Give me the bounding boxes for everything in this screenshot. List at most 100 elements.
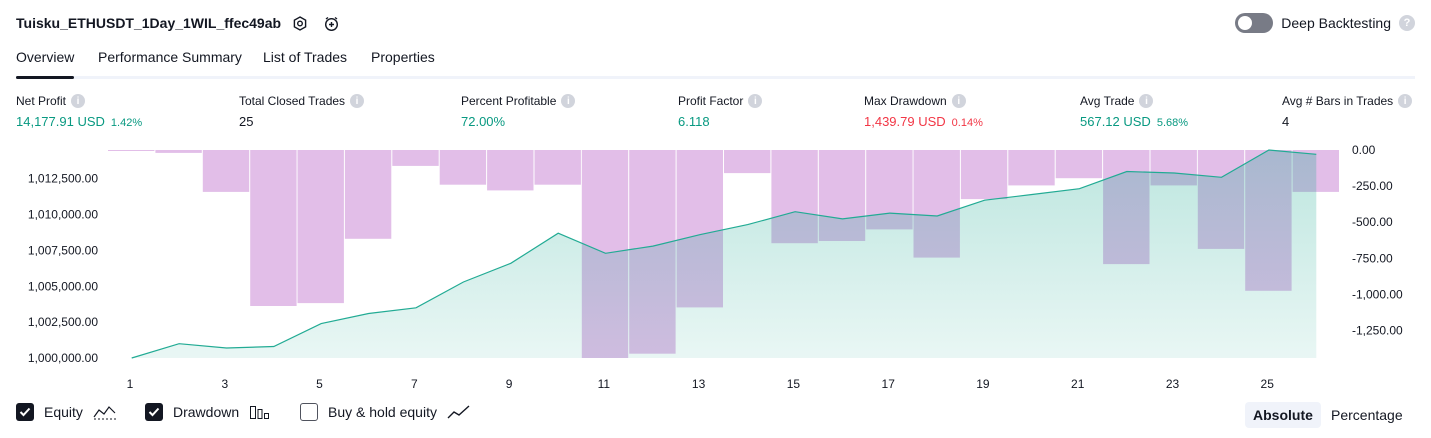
x-axis-tick-label: 19	[976, 377, 990, 391]
left-axis-tick-label: 1,012,500.00	[28, 172, 98, 186]
legend-equity[interactable]: Equity	[16, 403, 117, 421]
right-axis-tick-label: -250.00	[1352, 179, 1393, 193]
drawdown-bar	[1055, 150, 1103, 179]
metric-net-profit: Net Profit i 14,177.91 USD 1.42%	[16, 94, 142, 129]
x-axis-tick-label: 13	[692, 377, 706, 391]
drawdown-bar	[392, 150, 439, 166]
metric-value: 567.12 USD	[1080, 114, 1151, 129]
x-axis-tick-label: 3	[221, 377, 228, 391]
drawdown-bar	[250, 150, 297, 306]
buy-hold-checkbox[interactable]	[300, 403, 318, 421]
strategy-title: Tuisku_ETHUSDT_1Day_1WIL_ffec49ab	[16, 15, 282, 31]
info-icon[interactable]: i	[951, 94, 966, 108]
equity-checkbox[interactable]	[16, 403, 34, 421]
percentage-button[interactable]: Percentage	[1331, 407, 1403, 423]
metric-avg-bars: Avg # Bars in Trades i 4	[1282, 94, 1413, 129]
info-icon[interactable]: i	[1398, 94, 1413, 108]
drawdown-bar	[724, 150, 771, 174]
info-icon[interactable]: i	[561, 94, 576, 108]
metric-percent: 0.14%	[951, 117, 983, 129]
absolute-button[interactable]: Absolute	[1245, 402, 1321, 428]
metric-value: 72.00%	[461, 114, 506, 129]
metric-percent: 5.68%	[1156, 117, 1189, 129]
metric-label: Max Drawdown	[864, 94, 947, 108]
info-icon[interactable]: i	[350, 94, 365, 108]
deep-backtesting: Deep Backtesting ?	[1235, 13, 1415, 33]
legend-label: Buy & hold equity	[328, 404, 437, 420]
toggle-knob	[1238, 16, 1253, 30]
right-axis-tick-label: -750.00	[1352, 251, 1393, 265]
gear-icon	[293, 16, 307, 31]
info-icon[interactable]: i	[1139, 94, 1154, 108]
left-axis-tick-label: 1,002,500.00	[28, 315, 98, 329]
drawdown-bar	[487, 150, 534, 191]
left-axis-tick-label: 1,005,000.00	[28, 279, 98, 293]
metric-label: Profit Factor	[678, 94, 744, 108]
drawdown-bar	[155, 150, 202, 153]
tab-bar: Overview Performance Summary List of Tra…	[16, 44, 1415, 79]
drawdown-bar	[439, 150, 487, 185]
x-axis-tick-label: 17	[882, 377, 896, 391]
metric-label: Avg Trade	[1080, 94, 1135, 108]
drawdown-bar	[108, 150, 155, 151]
tab-list-of-trades[interactable]: List of Trades	[263, 49, 348, 65]
right-axis-tick-label: -1,250.00	[1352, 324, 1403, 338]
drawdown-bar	[960, 150, 1008, 200]
metric-value: 14,177.91 USD	[16, 114, 105, 129]
settings-button[interactable]	[288, 12, 312, 36]
left-axis-tick-label: 1,000,000.00	[28, 351, 98, 365]
help-icon[interactable]: ?	[1399, 15, 1415, 31]
metric-percent: 1.42%	[110, 117, 143, 129]
equity-area	[131, 150, 1317, 358]
drawdown-bar	[534, 150, 581, 185]
check-icon	[19, 407, 31, 417]
equity-icon	[93, 406, 116, 420]
legend-label: Equity	[44, 404, 83, 420]
drawdown-bar	[1008, 150, 1055, 186]
info-icon[interactable]: i	[748, 94, 763, 108]
x-axis-tick-label: 1	[127, 377, 134, 391]
x-axis-tick-label: 15	[787, 377, 801, 391]
buy-hold-icon	[447, 405, 470, 419]
x-axis-tick-label: 9	[506, 377, 513, 391]
metric-avg-trade: Avg Trade i 567.12 USD 5.68%	[1080, 94, 1188, 129]
metric-profit-factor: Profit Factor i 6.118	[678, 94, 763, 129]
drawdown-icon	[250, 406, 270, 419]
drawdown-bar	[344, 150, 392, 239]
metric-value: 6.118	[678, 114, 710, 129]
equity-drawdown-chart[interactable]: 1,012,500.00 1,010,000.00 1,007,500.00 1,00…	[0, 140, 1431, 398]
left-axis-tick-label: 1,007,500.00	[28, 243, 98, 257]
legend-label: Drawdown	[173, 404, 240, 420]
x-axis-tick-label: 11	[598, 377, 611, 391]
check-icon	[148, 407, 160, 417]
x-axis-tick-label: 25	[1261, 377, 1275, 391]
metric-value: 25	[239, 114, 254, 129]
metric-label: Avg # Bars in Trades	[1282, 94, 1394, 108]
tab-performance-summary[interactable]: Performance Summary	[98, 49, 242, 65]
drawdown-checkbox[interactable]	[145, 403, 163, 421]
alert-add-icon	[324, 16, 339, 32]
deep-backtesting-toggle[interactable]	[1235, 13, 1274, 33]
report-header: Tuisku_ETHUSDT_1Day_1WIL_ffec49ab Deep B…	[16, 12, 1415, 36]
drawdown-bar	[297, 150, 344, 304]
deep-backtesting-label: Deep Backtesting	[1281, 15, 1391, 31]
metric-label: Percent Profitable	[461, 94, 557, 108]
legend-buy-hold-equity[interactable]: Buy & hold equity	[300, 403, 471, 421]
source-code-button[interactable]	[320, 12, 344, 36]
x-axis-tick-label: 7	[411, 377, 418, 391]
metric-value: 4	[1282, 114, 1290, 129]
metric-max-drawdown: Max Drawdown i 1,439.79 USD 0.14%	[864, 94, 983, 129]
metric-label: Total Closed Trades	[239, 94, 346, 108]
x-axis-tick-label: 23	[1166, 377, 1180, 391]
drawdown-bar	[202, 150, 250, 192]
tab-properties[interactable]: Properties	[371, 49, 435, 65]
metric-percent-profitable: Percent Profitable i 72.00%	[461, 94, 576, 129]
info-icon[interactable]: i	[71, 94, 86, 108]
right-axis-tick-label: 0.00	[1352, 143, 1376, 157]
right-axis-tick-label: -500.00	[1352, 215, 1393, 229]
metric-label: Net Profit	[16, 94, 67, 108]
legend-drawdown[interactable]: Drawdown	[145, 403, 271, 421]
tab-overview[interactable]: Overview	[16, 49, 75, 79]
right-axis-tick-label: -1,000.00	[1352, 287, 1403, 301]
x-axis-tick-label: 5	[316, 377, 323, 391]
